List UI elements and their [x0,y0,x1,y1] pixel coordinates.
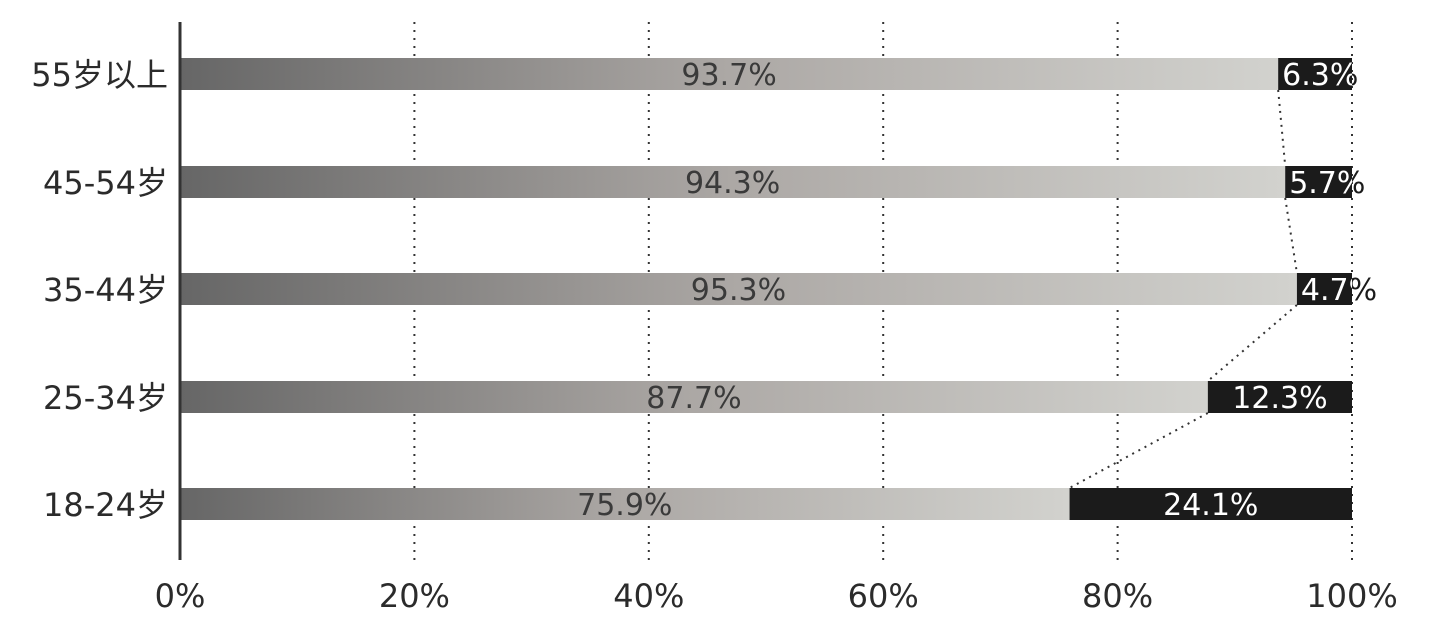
category-labels: 55岁以上 45-54岁 35-44岁 25-34岁 18-24岁 [31,56,168,524]
data-label-secondary: 5.7% [1289,166,1365,201]
data-label-primary: 95.3% [691,273,786,308]
category-label: 45-54岁 [43,164,168,202]
category-label: 35-44岁 [43,271,168,309]
bar-segment-secondary [1207,381,1352,413]
connector-line [1277,89,1287,167]
data-label-primary: 75.9% [577,488,672,523]
data-label-secondary-overflow: 4.7% [1301,273,1377,308]
data-labels: 93.7%6.3%6.3%94.3%5.7%5.7%95.3%4.7%4.7%8… [577,58,1377,523]
data-label-primary: 94.3% [685,166,780,201]
x-tick-label: 100% [1306,577,1397,615]
bar-segment-primary [180,381,1208,413]
bar-segment-primary [180,166,1286,198]
data-label-secondary: 24.1% [1163,488,1258,523]
bar-segment-secondary [1069,488,1352,520]
bar-segment-secondary [1285,166,1352,198]
data-label-secondary: 12.3% [1232,381,1327,416]
category-label: 55岁以上 [31,56,168,94]
bar-segment-primary [180,58,1279,90]
bar-segment-primary [180,273,1297,305]
connector-lines [1069,89,1298,489]
category-label: 18-24岁 [43,486,168,524]
data-label-secondary: 4.7% [1301,273,1377,308]
x-tick-label: 80% [1082,577,1153,615]
category-label: 25-34岁 [43,379,168,417]
connector-line [1069,412,1209,489]
bar-segment-primary [180,488,1070,520]
data-label-secondary-overflow: 6.3% [1282,58,1358,93]
gridlines [413,22,1353,560]
x-tick-label: 40% [613,577,684,615]
connector-line [1284,197,1298,274]
x-tick-label: 20% [379,577,450,615]
x-tick-label: 0% [155,577,206,615]
x-tick-label: 60% [848,577,919,615]
bar-segment-secondary [1296,273,1352,305]
bar-segment-secondary [1278,58,1352,90]
data-label-secondary: 6.3% [1282,58,1358,93]
data-label-primary: 93.7% [681,58,776,93]
x-tick-labels: 0% 20% 40% 60% 80% 100% [155,577,1398,615]
connector-line [1207,304,1298,382]
bars [180,58,1352,520]
data-label-secondary-overflow: 5.7% [1289,166,1365,201]
data-label-primary: 87.7% [646,381,741,416]
